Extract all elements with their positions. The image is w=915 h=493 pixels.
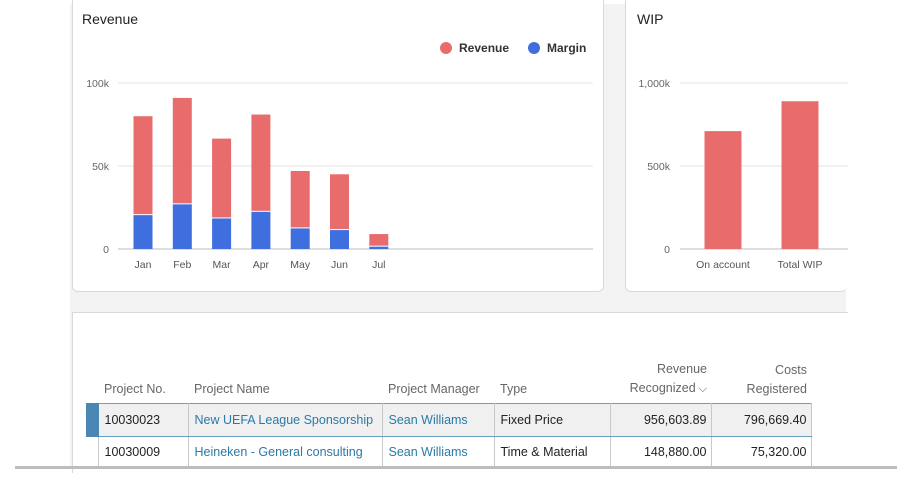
- y-tick-label: 0: [664, 244, 670, 256]
- row-selected-marker: [86, 403, 99, 437]
- wip-card-title: WIP: [637, 11, 664, 27]
- row-marker: [86, 436, 99, 468]
- revenue-chart: 0 50k 100k Jan Feb Mar Apr May Jun Jul: [86, 78, 593, 271]
- bar-revenue: [172, 97, 192, 204]
- bar-revenue: [290, 170, 310, 228]
- bar-revenue: [251, 114, 271, 211]
- bar-margin: [290, 228, 310, 249]
- legend-margin[interactable]: Margin: [528, 41, 586, 55]
- header-revenue-recognized[interactable]: Revenue Recognized ⌵: [610, 360, 711, 404]
- sort-desc-chevron-icon[interactable]: ⌵: [698, 383, 707, 395]
- bar-revenue: [369, 234, 389, 246]
- header-revenue-line2: Recognized: [629, 381, 696, 395]
- bottom-divider: [15, 466, 897, 469]
- header-project-no[interactable]: Project No.: [104, 382, 166, 396]
- y-tick-label: 1,000k: [638, 78, 670, 90]
- y-tick-label: 50k: [92, 161, 110, 173]
- cell-project-manager-link[interactable]: Sean Williams: [381, 436, 495, 468]
- cell-type: Time & Material: [493, 436, 611, 468]
- bar-margin: [251, 211, 271, 249]
- header-marker: [86, 360, 98, 404]
- cell-revenue-recognized: 956,603.89: [609, 403, 712, 437]
- bar-wip: [781, 101, 819, 249]
- cell-project-no: 10030009: [97, 436, 189, 468]
- header-type[interactable]: Type: [500, 382, 528, 396]
- cell-project-manager-link[interactable]: Sean Williams: [381, 403, 495, 437]
- header-revenue-line1: Revenue: [656, 362, 707, 376]
- header-costs-line1: Costs: [775, 363, 807, 377]
- table-row[interactable]: 10030023 New UEFA League Sponsorship Sea…: [86, 403, 812, 437]
- table-header-row: Project No. Project Name Project Manager…: [86, 360, 811, 404]
- cell-costs-registered: 75,320.00: [710, 436, 812, 468]
- header-project-name[interactable]: Project Name: [194, 382, 270, 396]
- cell-project-name-link[interactable]: New UEFA League Sponsorship: [187, 403, 383, 437]
- projects-table: Project No. Project Name Project Manager…: [86, 360, 812, 468]
- bar-revenue: [133, 116, 153, 215]
- table-row[interactable]: 10030009 Heineken - General consulting S…: [86, 436, 812, 468]
- x-tick-label: Feb: [173, 259, 191, 271]
- cell-type: Fixed Price: [493, 403, 611, 437]
- x-tick-label: Total WIP: [778, 259, 823, 271]
- bar-margin: [172, 204, 192, 249]
- x-tick-label: Mar: [213, 259, 232, 271]
- header-costs-registered[interactable]: Costs Registered: [711, 360, 811, 404]
- x-tick-label: Jun: [331, 259, 348, 271]
- bar-revenue: [212, 138, 232, 218]
- header-project-manager[interactable]: Project Manager: [388, 382, 480, 396]
- cell-costs-registered: 796,669.40: [710, 403, 812, 437]
- legend-margin-label: Margin: [547, 41, 587, 55]
- revenue-card-title: Revenue: [82, 11, 139, 27]
- x-tick-label: Jan: [135, 259, 152, 271]
- cell-project-name-link[interactable]: Heineken - General consulting: [187, 436, 383, 468]
- legend-revenue-label: Revenue: [459, 41, 510, 55]
- bar-margin: [212, 218, 232, 249]
- legend-margin-dot: [528, 42, 540, 54]
- x-tick-label: May: [290, 259, 311, 271]
- wip-chart: 0 500k 1,000k On account Total WIP: [638, 78, 848, 271]
- cell-project-no: 10030023: [97, 403, 189, 437]
- bar-revenue: [330, 174, 349, 230]
- header-costs-line2: Registered: [746, 382, 807, 396]
- bar-margin: [133, 215, 153, 249]
- y-tick-label: 500k: [647, 161, 671, 173]
- x-tick-label: On account: [696, 259, 750, 271]
- x-tick-label: Jul: [372, 259, 385, 271]
- wip-card: WIP 0 500k 1,000k On account Total WIP: [625, 0, 848, 292]
- bar-margin: [330, 230, 349, 249]
- legend-revenue[interactable]: Revenue: [440, 41, 509, 55]
- y-tick-label: 0: [103, 244, 109, 256]
- x-tick-label: Apr: [253, 259, 270, 271]
- legend-revenue-dot: [440, 42, 452, 54]
- bar-wip: [704, 131, 742, 249]
- revenue-card: Revenue Revenue Margin 0 50k 100k Jan Feb Mar…: [72, 0, 604, 292]
- y-tick-label: 100k: [86, 78, 110, 90]
- bar-margin: [369, 246, 389, 249]
- cell-revenue-recognized: 148,880.00: [609, 436, 712, 468]
